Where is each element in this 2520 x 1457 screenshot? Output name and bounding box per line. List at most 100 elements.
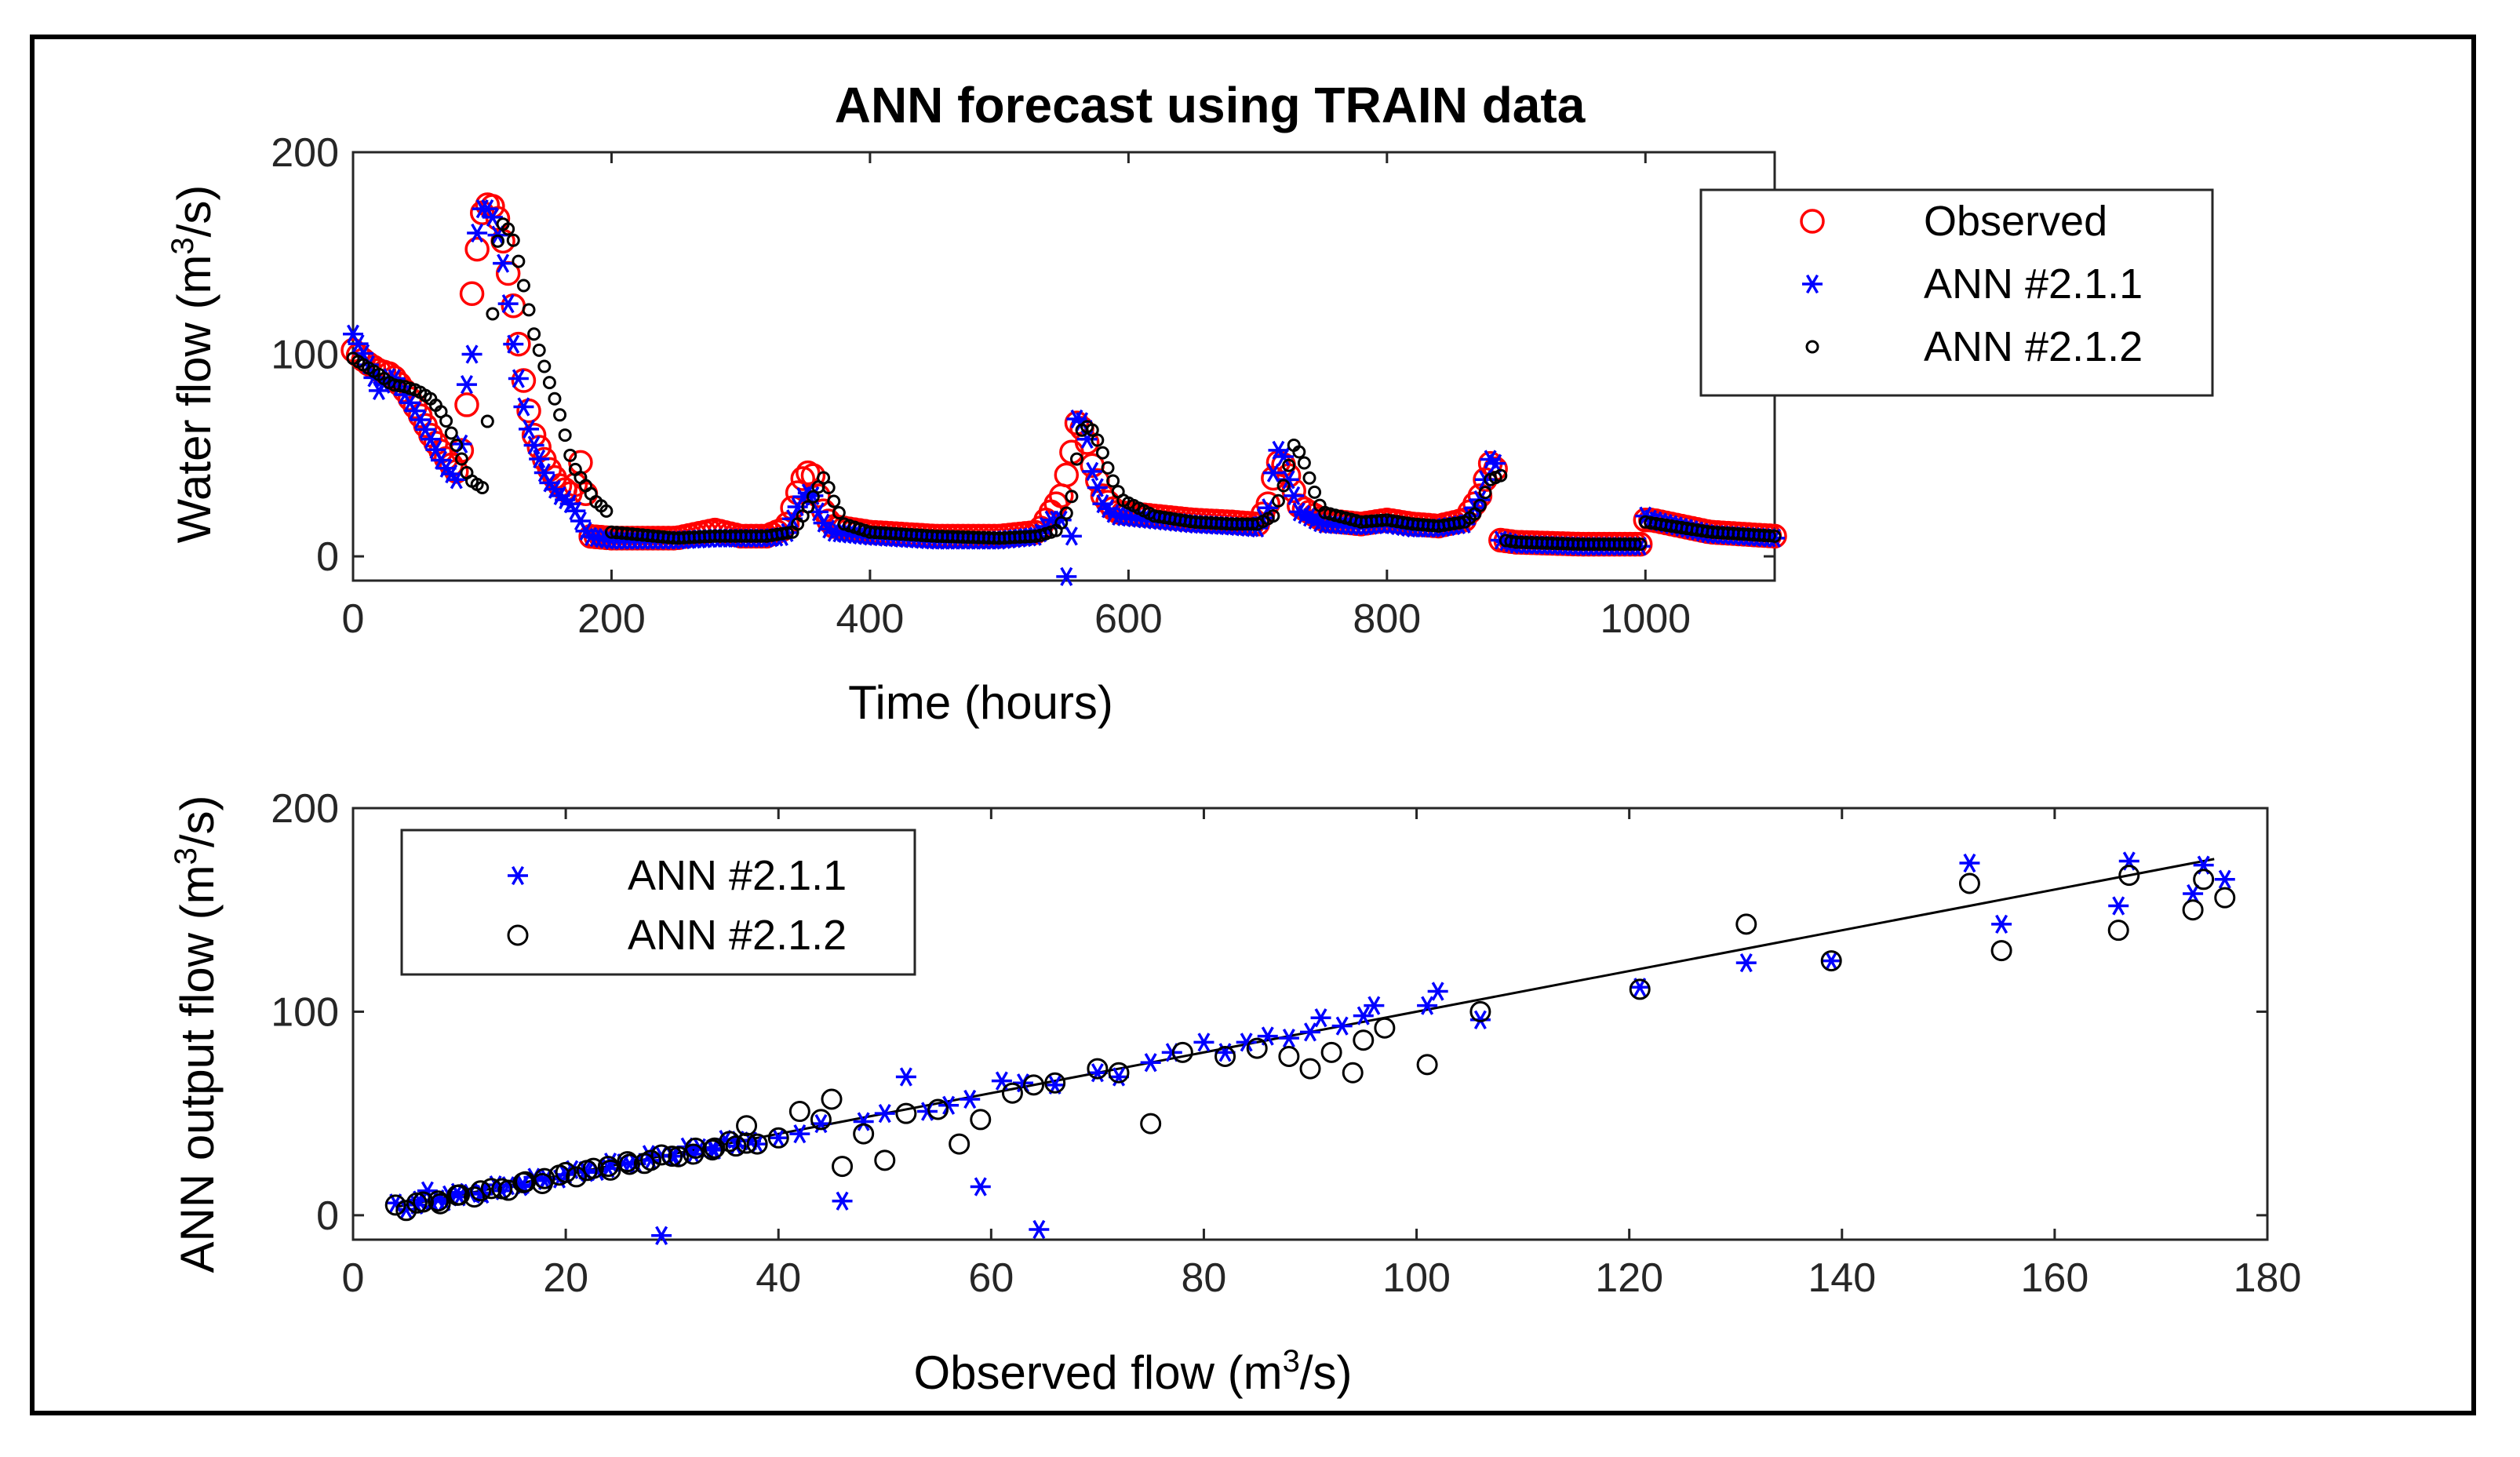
top-series-3-point: [558, 428, 572, 443]
top-series-3-point: [490, 234, 504, 248]
top-series-3-point: [506, 233, 520, 247]
top-series-3-point: [516, 279, 530, 293]
bottom-series-2-point: [582, 1157, 604, 1179]
top-legend-label: ANN #2.1.1: [1924, 260, 2143, 308]
bottom-series-1-point: [1417, 996, 1438, 1015]
bottom-series-2-point: [395, 1200, 417, 1222]
bottom-series-2-point: [1374, 1017, 1396, 1039]
bottom-series-1-point: [960, 1089, 981, 1109]
bottom-series-2-point: [650, 1144, 672, 1166]
bottom-series-1-point: [651, 1226, 672, 1245]
top-y-tick-label: 100: [271, 333, 339, 378]
top-series-1-point: [449, 438, 475, 463]
bottom-series-2-point: [746, 1133, 768, 1155]
bottom-series-2-point: [810, 1109, 832, 1131]
top-series-3-point: [480, 414, 494, 428]
bottom-x-tick-label: 100: [1382, 1255, 1451, 1301]
top-series-3-point: [444, 426, 458, 440]
top-series-3-point: [817, 471, 831, 485]
bottom-series-2-point: [767, 1127, 789, 1149]
bottom-series-2-point: [531, 1172, 553, 1194]
time-series-panel: 0 200 400 600 800 1000 0 100 200 Observed ANN #2.…: [166, 130, 2214, 729]
bottom-series-2-point: [1416, 1054, 1438, 1076]
bottom-series-1-point: [874, 1104, 895, 1124]
bottom-series-2-point: [1001, 1082, 1023, 1104]
bottom-series-1-point: [1310, 1008, 1331, 1028]
bottom-series-2-point: [1044, 1072, 1066, 1094]
bottom-series-2-point: [618, 1153, 640, 1175]
top-y-tick-label: 200: [271, 130, 339, 176]
top-series-3-point: [522, 303, 536, 317]
top-series-3-point: [501, 222, 515, 236]
bottom-x-tick-label: 0: [342, 1255, 365, 1301]
bottom-series-2-point: [853, 1123, 875, 1145]
top-series-2-point: [1076, 429, 1098, 449]
bottom-series-1-point: [1735, 953, 1757, 973]
top-series-3-point: [532, 343, 546, 357]
bottom-series-1-point: [1469, 1010, 1491, 1029]
bottom-series-2-point: [668, 1146, 690, 1167]
bottom-series-1-point: [1140, 1053, 1161, 1073]
bottom-series-2-point: [2182, 899, 2204, 921]
top-series-3-point: [1633, 537, 1648, 552]
bottom-legend-box: [400, 829, 916, 976]
bottom-series-2-point: [725, 1135, 747, 1157]
bottom-series-2-point: [736, 1132, 758, 1154]
top-series-3-point: [1292, 445, 1306, 459]
top-series-3-point: [780, 526, 794, 540]
top-series-2-point: [523, 435, 544, 455]
bottom-series-1-point: [2183, 883, 2204, 904]
top-series-3-point: [486, 307, 500, 321]
bottom-series-1-point: [853, 1112, 874, 1131]
top-series-3-point: [512, 254, 526, 268]
top-series-3-point: [1059, 506, 1073, 520]
top-series-3-point: [527, 327, 541, 341]
bottom-series-2-point: [1087, 1058, 1109, 1080]
bottom-x-tick-label: 120: [1595, 1255, 1663, 1301]
top-series-2-point: [1262, 463, 1284, 483]
bottom-series-2-point: [701, 1139, 723, 1161]
bottom-series-2-point: [2214, 887, 2236, 909]
top-series-2-point: [493, 253, 514, 273]
bottom-series-2-point: [949, 1133, 970, 1155]
top-x-axis-label: Time (hours): [848, 676, 1113, 729]
bottom-series-2-point: [2118, 865, 2140, 887]
top-legend-box: [1699, 188, 2214, 397]
bottom-legend-label: ANN #2.1.1: [628, 852, 847, 899]
top-series-2-point: [529, 449, 550, 469]
bottom-series-2-point: [1629, 978, 1651, 1000]
top-series-2-point: [503, 334, 524, 354]
bottom-series-1-point: [1959, 853, 1980, 873]
bottom-series-2-point: [515, 1171, 537, 1193]
top-series-3: [346, 217, 1782, 552]
top-series-1-point: [1054, 462, 1080, 488]
top-series-2-point: [467, 223, 488, 243]
bottom-series-2-point: [927, 1098, 949, 1120]
bottom-series-2-point: [617, 1151, 639, 1173]
top-x-tick-label: 1000: [1600, 596, 1691, 642]
bottom-series-2-point: [736, 1115, 758, 1137]
bottom-series-1-point: [1236, 1033, 1257, 1052]
bottom-series-2-point: [1299, 1058, 1321, 1080]
bottom-series-1-point: [938, 1095, 960, 1115]
bottom-series-1-point: [2214, 869, 2235, 889]
bottom-legend: ANN #2.1.1 ANN #2.1.2: [400, 829, 916, 976]
bottom-series-1-point: [1364, 996, 1385, 1015]
bottom-x-tick-label: 140: [1808, 1255, 1876, 1301]
bottom-series-2-point: [1214, 1046, 1236, 1068]
bottom-series-2-point: [1958, 872, 1980, 894]
bottom-series-2-point: [470, 1180, 492, 1202]
top-series-3-point: [1302, 471, 1316, 485]
top-x-tick-label: 200: [577, 596, 646, 642]
bottom-series-1-point: [1353, 1006, 1374, 1025]
bottom-series-2-point: [464, 1186, 486, 1208]
top-series-3-point: [1282, 458, 1296, 472]
bottom-y-tick-label: 100: [271, 989, 339, 1035]
top-series-3-point: [1266, 509, 1280, 523]
bottom-series-2-point: [427, 1190, 449, 1212]
top-series-3-point: [553, 408, 567, 422]
top-series-3-point: [1762, 529, 1776, 543]
top-series-1-point: [454, 392, 479, 417]
bottom-series-1-point: [395, 1200, 417, 1219]
bottom-series-2-point: [446, 1184, 468, 1206]
